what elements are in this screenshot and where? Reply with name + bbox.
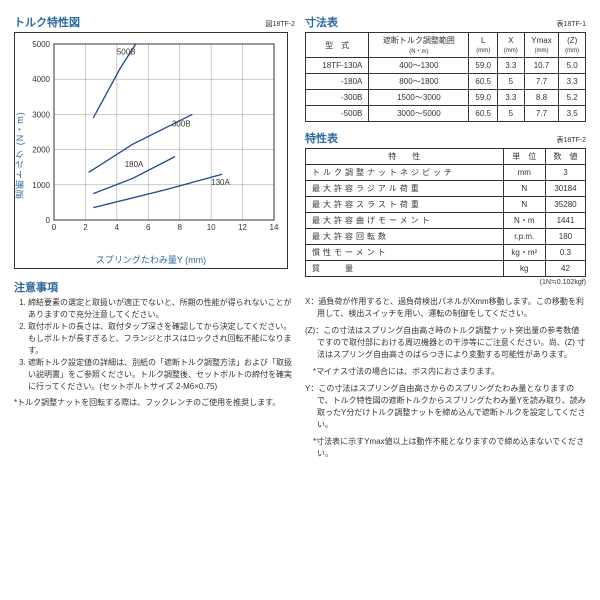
chart-xlabel: スプリングたわみ量Y (mm) (96, 253, 206, 266)
table-row: -180A800～180060.557.73.3 (306, 74, 586, 90)
dim-th: Ymax(mm) (524, 33, 559, 58)
table-row: 最大許容ラジアル荷重N30184 (306, 181, 586, 197)
dim-ref: 表18TF-1 (556, 19, 586, 29)
svg-text:0: 0 (52, 223, 57, 232)
svg-text:10: 10 (207, 223, 216, 232)
note-item: 遮断トルク設定値の詳細は、別紙の「遮断トルク調整方法」および「取扱い説明書」をご… (28, 357, 295, 393)
chart-svg: 0 2 4 6 8 10 12 14 0 1000 2000 3000 4000 5000 500B 300B… (20, 38, 282, 238)
char-footnote: (1N≒0.102kgf) (305, 278, 586, 286)
char-ref: 表18TF-2 (556, 135, 586, 145)
svg-text:2: 2 (83, 223, 88, 232)
table-row: 質 量kg42 (306, 261, 586, 277)
svg-text:1000: 1000 (32, 181, 50, 190)
dim-table: 型 式遮断トルク調整範囲(N・m)L(mm)X(mm)Ymax(mm)(Z)(m… (305, 32, 586, 122)
dim-title: 寸法表 (305, 14, 338, 30)
char-th: 単 位 (503, 149, 545, 165)
note-right-item: (Z)：この寸法はスプリング自由高さ時のトルク調整ナット突出量の参考数値ですので… (305, 325, 586, 361)
svg-text:8: 8 (177, 223, 182, 232)
chart-ref: 図18TF-2 (265, 19, 295, 29)
char-th: 数 値 (545, 149, 585, 165)
svg-text:14: 14 (270, 223, 279, 232)
table-row: 18TF-130A400～130059.03.310.75.0 (306, 58, 586, 74)
svg-text:4: 4 (115, 223, 120, 232)
notes-title: 注意事項 (14, 279, 295, 295)
dim-th: X(mm) (498, 33, 525, 58)
table-row: -500B3000～500060.557.73.5 (306, 106, 586, 122)
svg-text:5000: 5000 (32, 40, 50, 49)
notes-block: 締結要素の選定と取扱いが適正でないと、所期の性能が得られないことがありますので充… (14, 297, 295, 409)
table-row: トルク調整ナットネジピッチmm3 (306, 165, 586, 181)
svg-text:4000: 4000 (32, 75, 50, 84)
char-table: 特 性単 位数 値トルク調整ナットネジピッチmm3最大許容ラジアル荷重N3018… (305, 148, 586, 277)
svg-text:2000: 2000 (32, 146, 50, 155)
table-row: 慣性モーメントkg・m²0.3 (306, 245, 586, 261)
svg-text:3000: 3000 (32, 110, 50, 119)
char-title: 特性表 (305, 130, 338, 146)
note-item: 締結要素の選定と取扱いが適正でないと、所期の性能が得られないことがありますので充… (28, 297, 295, 321)
table-row: 最大許容回転数r.p.m.180 (306, 229, 586, 245)
svg-text:0: 0 (46, 216, 51, 225)
note-item: 取付ボルトの長さは、取付タップ深さを確認してから決定してください。もしボルトが長… (28, 321, 295, 357)
table-row: 最大許容スラスト荷重N35280 (306, 197, 586, 213)
svg-text:300B: 300B (172, 120, 191, 129)
svg-text:500B: 500B (117, 48, 136, 57)
note-right-item: X：過負荷が作用すると、過負荷検出パネルがXmm移動します。この移動を利用して、… (305, 296, 586, 320)
svg-text:6: 6 (146, 223, 151, 232)
svg-text:12: 12 (238, 223, 247, 232)
note-right-item: *マイナス寸法の場合には、ボス内におさまります。 (305, 366, 586, 378)
dim-th: L(mm) (469, 33, 498, 58)
svg-text:130A: 130A (211, 178, 230, 187)
table-row: -300B1500～300059.03.38.85.2 (306, 90, 586, 106)
table-row: 最大許容曲げモーメントN・m1441 (306, 213, 586, 229)
notes-right: X：過負荷が作用すると、過負荷検出パネルがXmm移動します。この移動を利用して、… (305, 296, 586, 460)
chart-ylabel: 遮断トルク (N・m) (13, 111, 26, 199)
dim-th: (Z)(mm) (559, 33, 586, 58)
note-right-item: Y：この寸法はスプリング自由高さからのスプリングたわみ量となりますので、トルク特… (305, 383, 586, 431)
svg-text:180A: 180A (125, 160, 144, 169)
note-right-item: *寸法表に示すYmax値以上は動作不能となりますので締め込まないでください。 (305, 436, 586, 460)
chart: 遮断トルク (N・m) 0 2 4 6 8 10 12 14 0 1000 2000 3000 4000… (14, 32, 288, 269)
char-th: 特 性 (306, 149, 504, 165)
dim-th: 型 式 (306, 33, 369, 58)
chart-title: トルク特性図 (14, 14, 80, 30)
notes-extra: *トルク調整ナットを回転する際は、フックレンチのご使用を推奨します。 (14, 397, 295, 409)
dim-th: 遮断トルク調整範囲(N・m) (369, 33, 469, 58)
